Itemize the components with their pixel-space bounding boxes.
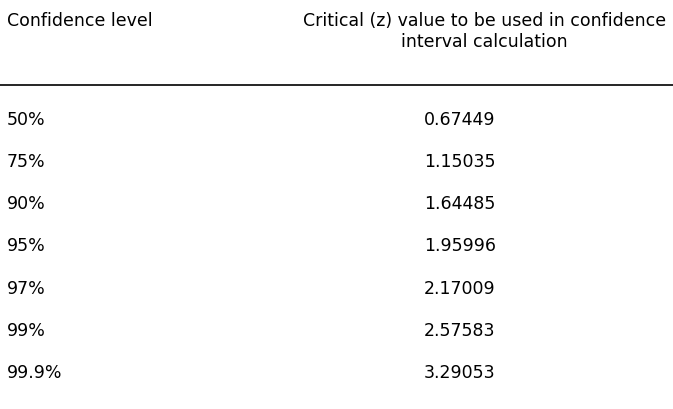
- Text: 75%: 75%: [7, 153, 45, 171]
- Text: 1.64485: 1.64485: [424, 195, 495, 213]
- Text: 1.15035: 1.15035: [424, 153, 495, 171]
- Text: 2.57583: 2.57583: [424, 321, 495, 339]
- Text: 97%: 97%: [7, 279, 46, 297]
- Text: 90%: 90%: [7, 195, 46, 213]
- Text: 99.9%: 99.9%: [7, 363, 62, 381]
- Text: 99%: 99%: [7, 321, 46, 339]
- Text: Confidence level: Confidence level: [7, 12, 152, 30]
- Text: 0.67449: 0.67449: [424, 110, 495, 128]
- Text: Critical (z) value to be used in confidence
interval calculation: Critical (z) value to be used in confide…: [303, 12, 666, 51]
- Text: 95%: 95%: [7, 237, 46, 255]
- Text: 3.29053: 3.29053: [424, 363, 495, 381]
- Text: 2.17009: 2.17009: [424, 279, 495, 297]
- Text: 50%: 50%: [7, 110, 45, 128]
- Text: 1.95996: 1.95996: [424, 237, 496, 255]
